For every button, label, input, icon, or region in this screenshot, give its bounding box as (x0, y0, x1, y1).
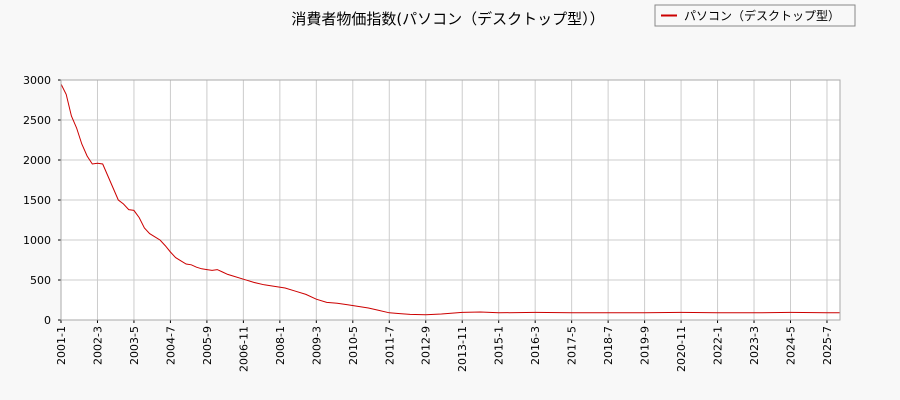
y-tick-label: 2500 (23, 114, 51, 127)
legend: パソコン（デスクトップ型） (654, 4, 856, 27)
x-tick-label: 2025-7 (821, 326, 834, 365)
series-layer (60, 83, 840, 316)
y-tick-label: 1500 (23, 194, 51, 207)
x-tick-label: 2017-5 (566, 326, 579, 365)
x-tick-label: 2019-9 (639, 326, 652, 365)
x-tick-label: 2006-11 (237, 326, 250, 372)
x-tick-label: 2003-5 (128, 326, 141, 365)
x-tick-label: 2020-11 (675, 326, 688, 372)
y-tick-label: 2000 (23, 154, 51, 167)
x-tick-label: 2022-1 (712, 326, 725, 365)
x-tick-label: 2024-5 (784, 326, 797, 365)
x-tick-label: 2015-1 (493, 326, 506, 365)
x-tick-label: 2009-3 (310, 326, 323, 365)
legend-label: パソコン（デスクトップ型） (684, 8, 840, 23)
x-tick-label: 2008-1 (274, 326, 287, 365)
plot-frame (60, 79, 841, 321)
y-axis: 0 500 1000 1500 2000 2500 3000 (23, 74, 61, 327)
y-tick-label: 1000 (23, 234, 51, 247)
x-tick-label: 2016-3 (529, 326, 542, 365)
x-tick-label: 2013-11 (456, 326, 469, 372)
x-tick-label: 2005-9 (201, 326, 214, 365)
x-tick-label: 2012-9 (420, 326, 433, 365)
y-tick-label: 3000 (23, 74, 51, 87)
x-tick-label: 2018-7 (602, 326, 615, 365)
x-tick-label: 2010-5 (347, 326, 360, 365)
x-tick-label: 2001-1 (55, 326, 68, 365)
x-tick-label: 2002-3 (91, 326, 104, 365)
chart-title: 消費者物価指数(パソコン（デスクトップ型）） (291, 10, 604, 28)
y-tick-label: 0 (44, 314, 51, 327)
y-tick-label: 500 (30, 274, 51, 287)
legend-box (654, 4, 856, 27)
series-line-0 (60, 83, 840, 316)
x-tick-label: 2004-7 (164, 326, 177, 365)
x-axis: 2001-1 2002-3 2003-5 2004-7 2005-9 2006-11 200… (55, 320, 834, 372)
x-tick-label: 2011-7 (383, 326, 396, 365)
x-tick-label: 2023-3 (748, 326, 761, 365)
